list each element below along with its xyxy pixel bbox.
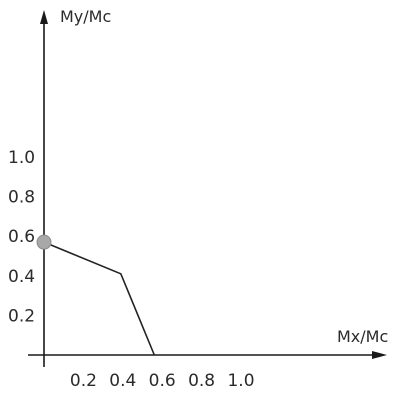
- y-axis-arrowhead: [40, 10, 48, 24]
- x-axis-arrowhead: [372, 351, 387, 359]
- y-axis-label: My/Mc: [60, 7, 111, 26]
- y-tick-label: 0.6: [8, 227, 35, 247]
- x-tick-label: 0.6: [149, 371, 176, 391]
- tick-labels: 0.2 0.4 0.6 0.8 1.0 0.2 0.4 0.6 0.8 1.0: [8, 148, 255, 391]
- y-tick-label: 0.2: [8, 306, 35, 326]
- interaction-curve-line: [43, 241, 156, 356]
- y-tick-label: 0.4: [8, 267, 35, 287]
- y-tick-label: 1.0: [8, 148, 35, 168]
- y-tick-label: 0.8: [8, 188, 35, 208]
- x-tick-label: 0.2: [70, 371, 97, 391]
- x-axis-label: Mx/Mc: [337, 327, 388, 346]
- x-tick-label: 0.4: [109, 371, 136, 391]
- x-tick-label: 0.8: [188, 371, 215, 391]
- highlight-point-marker: [36, 234, 52, 250]
- axes: My/Mc Mx/Mc: [28, 7, 388, 367]
- series: [36, 234, 156, 356]
- x-tick-label: 1.0: [227, 371, 254, 391]
